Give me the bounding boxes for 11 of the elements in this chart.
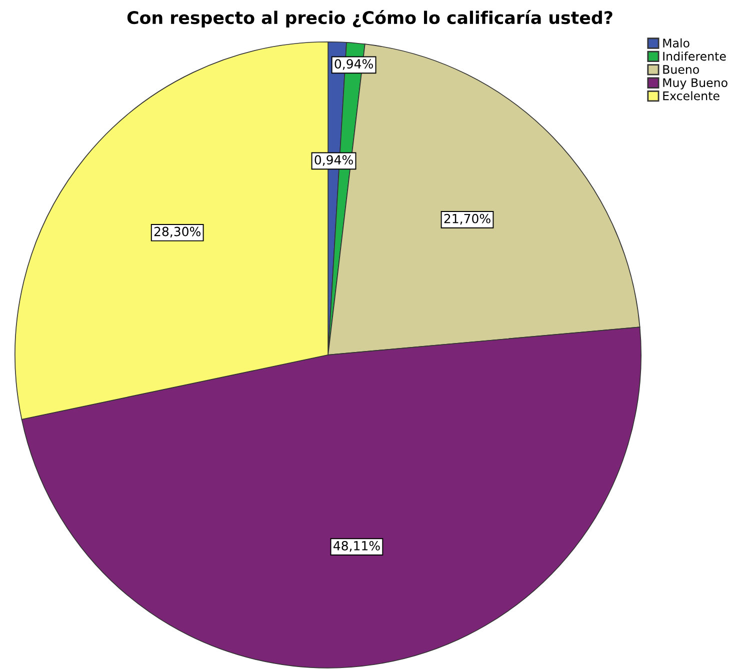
legend-label: Indiferente bbox=[663, 52, 726, 61]
legend-label: Excelente bbox=[663, 91, 720, 100]
data-label: 21,70% bbox=[444, 214, 490, 225]
data-label: 48,11% bbox=[333, 541, 380, 552]
legend-label: Muy Bueno bbox=[663, 78, 728, 90]
data-label: 28,30% bbox=[154, 226, 200, 238]
legend-label: Bueno bbox=[663, 65, 699, 74]
data-label: 0,94% bbox=[334, 59, 373, 70]
data-label: 0,94% bbox=[314, 155, 353, 166]
chart-title: Con respecto al precio ¿Cómo lo calificaría usted? bbox=[127, 10, 612, 28]
legend-label: Malo bbox=[663, 38, 690, 48]
